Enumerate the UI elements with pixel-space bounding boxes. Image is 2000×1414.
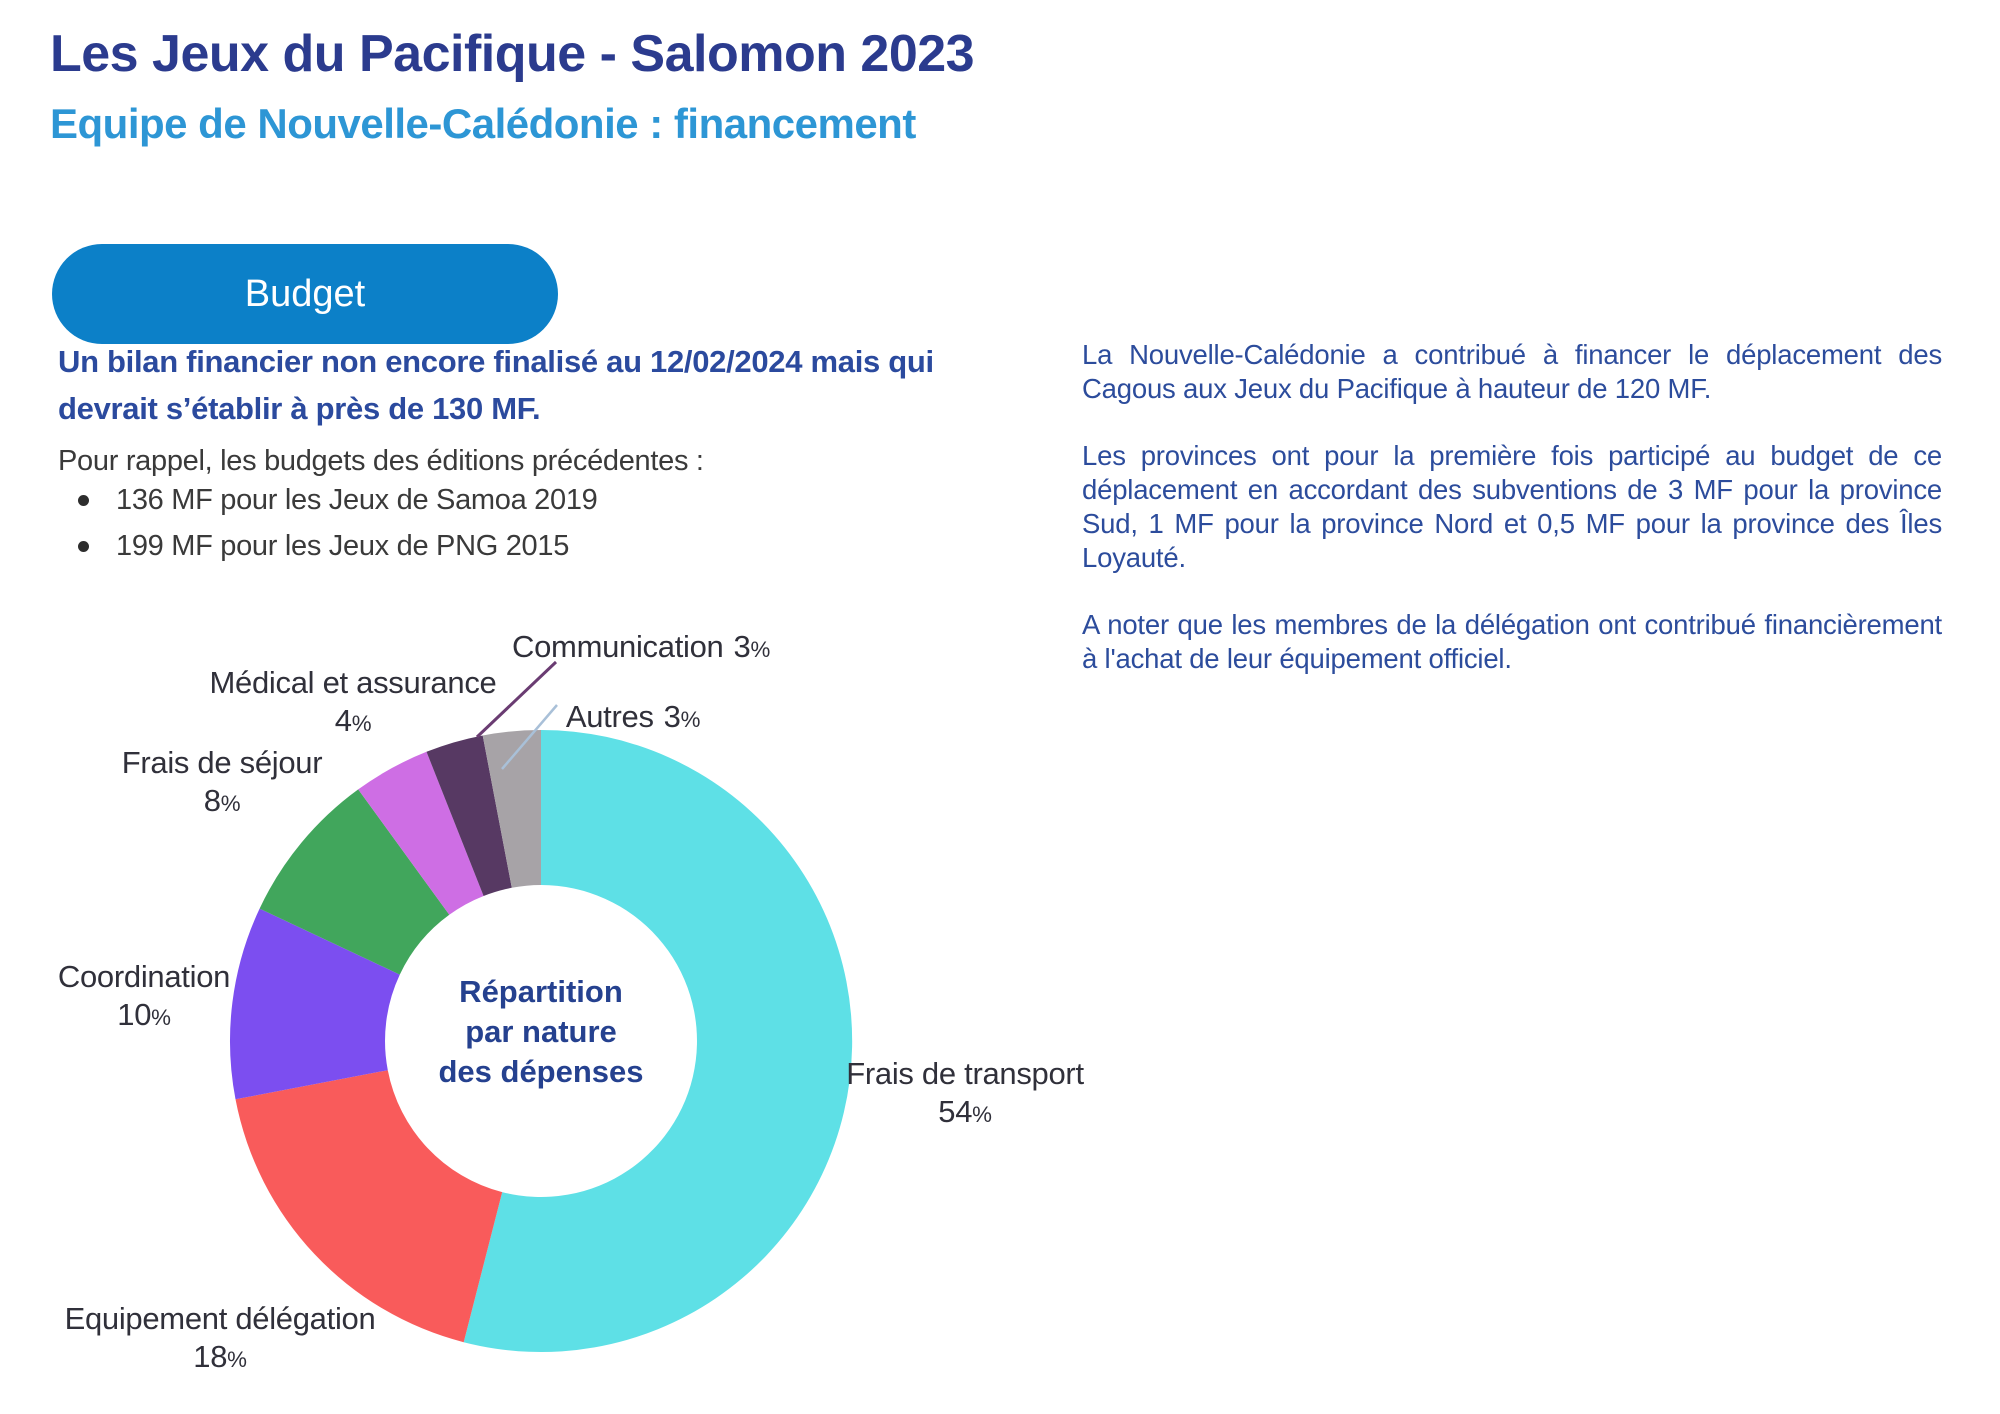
chart-label-value: 3	[733, 629, 751, 664]
chart-label-coordination: Coordination 10%	[58, 958, 230, 1037]
donut-slice-0	[463, 730, 853, 1352]
bullet-icon	[78, 541, 89, 552]
list-item: 136 MF pour les Jeux de Samoa 2019	[78, 482, 598, 519]
chart-label-text: Frais de séjour	[121, 745, 323, 780]
chart-label-value: 18	[193, 1339, 228, 1374]
chart-label-text: Autres	[565, 699, 654, 734]
right-text-column: La Nouvelle-Calédonie a contribué à fina…	[1082, 338, 1942, 709]
chart-label-value: 10	[117, 997, 152, 1032]
donut-slice-4	[358, 751, 484, 915]
percent-sign: %	[750, 637, 770, 662]
page-title: Les Jeux du Pacifique - Salomon 2023	[50, 25, 975, 83]
recall-list: 136 MF pour les Jeux de Samoa 2019 199 M…	[78, 482, 598, 574]
donut-slice-3	[259, 789, 450, 975]
chart-label-equipement: Equipement délégation 18%	[65, 1300, 376, 1379]
chart-label-communication: Communication 3%	[512, 628, 770, 669]
donut-slice-2	[229, 908, 400, 1100]
chart-label-transport: Frais de transport 54%	[846, 1055, 1084, 1134]
chart-label-autres: Autres 3%	[565, 698, 701, 739]
percent-sign: %	[972, 1102, 992, 1127]
chart-label-value: 4	[334, 703, 352, 738]
budget-button[interactable]: Budget	[52, 244, 558, 344]
donut-center-title: Répartition par nature des dépenses	[438, 974, 644, 1089]
chart-label-sejour: Frais de séjour 8%	[122, 744, 323, 823]
donut-slice-5	[426, 735, 512, 896]
percent-sign: %	[227, 1347, 247, 1372]
budget-button-label: Budget	[244, 272, 366, 315]
paragraph-provinces: Les provinces ont pour la première fois …	[1082, 440, 1942, 573]
chart-label-text: Equipement délégation	[64, 1301, 376, 1336]
donut-slice-6	[482, 730, 541, 888]
chart-label-text: Coordination	[57, 959, 231, 994]
intro-statement: Un bilan financier non encore finalisé a…	[58, 344, 934, 426]
donut-slice-1	[235, 1070, 503, 1343]
chart-label-text: Médical et assurance	[209, 665, 497, 700]
recall-heading: Pour rappel, les budgets des éditions pr…	[58, 445, 704, 477]
chart-label-text: Frais de transport	[846, 1056, 1084, 1091]
bullet-icon	[78, 495, 89, 506]
page-subtitle: Equipe de Nouvelle-Calédonie : financeme…	[50, 100, 916, 147]
autres-leader-line	[501, 704, 558, 770]
percent-sign: %	[151, 1005, 171, 1030]
list-item-text: 136 MF pour les Jeux de Samoa 2019	[116, 484, 598, 516]
percent-sign: %	[680, 707, 701, 732]
list-item: 199 MF pour les Jeux de PNG 2015	[78, 528, 597, 565]
list-item-text: 199 MF pour les Jeux de PNG 2015	[116, 530, 570, 562]
chart-label-medical: Médical et assurance 4%	[210, 664, 497, 743]
chart-label-value: 3	[663, 699, 681, 734]
chart-label-value: 54	[938, 1094, 973, 1129]
paragraph-delegation: A noter que les membres de la délégation…	[1082, 609, 1942, 674]
chart-label-text: Communication	[512, 629, 724, 664]
percent-sign: %	[351, 711, 372, 736]
communication-leader-line	[475, 660, 558, 739]
chart-label-value: 8	[203, 783, 221, 818]
percent-sign: %	[220, 791, 241, 816]
paragraph-contribution: La Nouvelle-Calédonie a contribué à fina…	[1082, 339, 1942, 404]
